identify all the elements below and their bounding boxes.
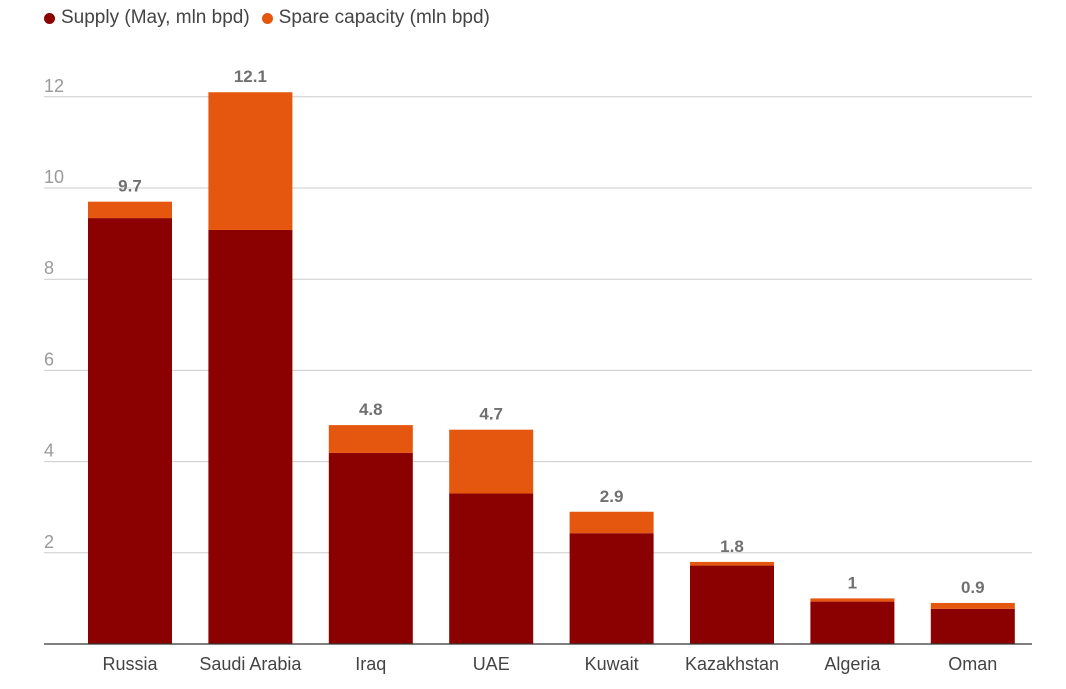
bar-supply-2 (328, 452, 413, 644)
bar-supply-7 (930, 608, 1015, 644)
ytick-label-2: 2 (44, 532, 54, 552)
xtick-label-3: UAE (473, 654, 510, 674)
xtick-label-1: Saudi Arabia (199, 654, 302, 674)
ytick-label-10: 10 (44, 167, 64, 187)
total-label-4: 2.9 (600, 487, 624, 506)
bar-spare-4 (569, 511, 654, 534)
xtick-label-6: Algeria (824, 654, 881, 674)
bar-spare-2 (328, 425, 413, 453)
xtick-label-0: Russia (102, 654, 158, 674)
xtick-label-7: Oman (948, 654, 997, 674)
total-label-3: 4.7 (479, 405, 503, 424)
xtick-label-4: Kuwait (585, 654, 639, 674)
bar-supply-1 (208, 229, 293, 644)
bar-spare-5 (690, 561, 774, 566)
total-label-1: 12.1 (234, 67, 267, 86)
legend: Supply (May, mln bpd) Spare capacity (ml… (44, 7, 490, 29)
xtick-label-2: Iraq (355, 654, 386, 674)
bar-supply-5 (690, 565, 774, 644)
legend-item-supply: Supply (May, mln bpd) (44, 7, 250, 29)
bar-supply-6 (810, 601, 895, 644)
bar-supply-0 (88, 218, 172, 644)
bar-spare-3 (449, 429, 534, 494)
ytick-label-6: 6 (44, 349, 54, 369)
total-label-2: 4.8 (359, 400, 383, 419)
total-label-0: 9.7 (118, 177, 142, 196)
ytick-label-12: 12 (44, 76, 64, 96)
bar-spare-1 (208, 92, 293, 230)
xtick-label-5: Kazakhstan (685, 654, 779, 674)
legend-swatch-spare (261, 12, 273, 24)
legend-label-spare: Spare capacity (mln bpd) (278, 7, 490, 28)
total-label-6: 1 (848, 573, 857, 592)
bar-supply-3 (449, 493, 534, 644)
ytick-label-8: 8 (44, 258, 54, 278)
bar-supply-4 (569, 533, 654, 644)
total-label-7: 0.9 (961, 578, 985, 597)
bar-spare-7 (930, 602, 1015, 609)
legend-label-supply: Supply (May, mln bpd) (61, 7, 250, 28)
bar-spare-0 (88, 201, 172, 219)
ytick-label-4: 4 (44, 441, 54, 461)
bar-spare-6 (810, 598, 895, 602)
legend-swatch-supply (44, 12, 55, 24)
total-label-5: 1.8 (720, 537, 744, 556)
legend-item-spare: Spare capacity (mln bpd) (261, 7, 490, 29)
